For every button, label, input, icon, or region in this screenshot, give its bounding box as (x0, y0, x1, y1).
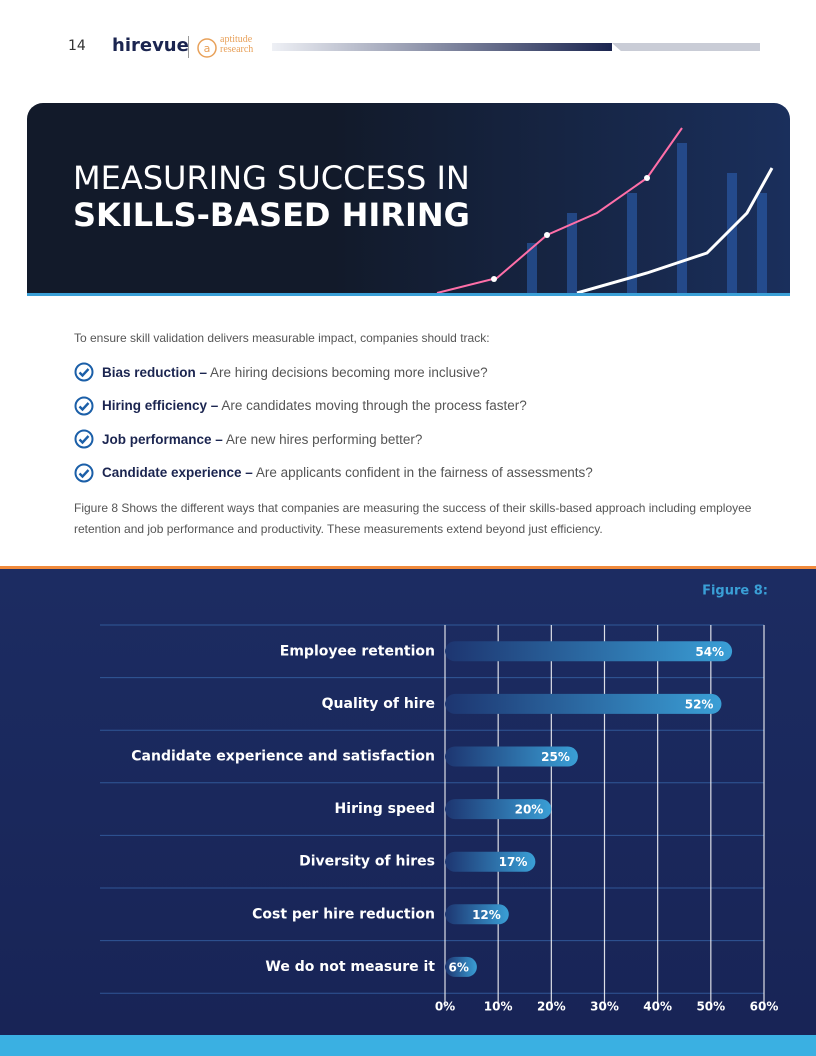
bar (445, 904, 509, 925)
header-bar (272, 43, 612, 51)
category-label: Employee retention (280, 643, 435, 659)
value-label: 6% (449, 960, 469, 974)
figure-top-line (0, 566, 816, 569)
bullet: Candidate experience – Are applicants co… (74, 463, 593, 483)
value-label: 17% (499, 855, 528, 869)
value-label: 12% (472, 908, 501, 922)
bullet-desc: Are applicants confident in the fairness… (255, 465, 593, 480)
bullet: Job performance – Are new hires performi… (74, 429, 422, 449)
bar (445, 851, 536, 872)
figure-label: Figure 8: (702, 584, 768, 599)
bullet-term: Candidate experience – (102, 465, 253, 480)
bullet-desc: Are hiring decisions becoming more inclu… (210, 364, 488, 380)
bullet-term: Hiring efficiency – (102, 398, 219, 413)
footer-band (0, 1035, 816, 1056)
hero: MEASURING SUCCESS IN SKILLS-BASED HIRING (27, 103, 790, 296)
page-number: 14 (68, 38, 86, 54)
bullet: Hiring efficiency – Are candidates movin… (74, 396, 527, 416)
bar (445, 641, 733, 662)
value-label: 20% (515, 803, 544, 817)
bullet: Bias reduction – Are hiring decisions be… (74, 362, 488, 382)
x-tick-label: 50% (696, 1000, 725, 1014)
brand-logo: hirevue (112, 35, 189, 56)
value-label: 52% (685, 697, 714, 711)
paragraph: Figure 8 Shows the different ways that c… (74, 501, 752, 536)
bullet-text: Job performance – Are new hires performi… (102, 432, 422, 447)
bullet-text: Hiring efficiency – Are candidates movin… (102, 398, 527, 413)
bullet-text: Candidate experience – Are applicants co… (102, 465, 593, 480)
value-label: 54% (695, 645, 724, 659)
bullet-term: Job performance – (102, 431, 223, 447)
chart: Figure 8: 0% 10% 20% 30% 40% 50% 60% Employee r… (0, 569, 816, 1035)
x-tick-label: 40% (643, 1000, 672, 1014)
header-bar-light (612, 43, 760, 51)
check-icon (74, 362, 94, 382)
category-label: Diversity of hires (299, 854, 435, 870)
category-label: Cost per hire reduction (252, 906, 435, 922)
bullet-text: Bias reduction – Are hiring decisions be… (102, 365, 488, 380)
value-label: 25% (541, 750, 570, 764)
category-label: Hiring speed (335, 801, 435, 817)
bullet-desc: Are new hires performing better? (225, 431, 423, 447)
category-label: Quality of hire (322, 696, 435, 712)
intro: To ensure skill validation delivers meas… (74, 331, 490, 345)
bar (445, 956, 477, 977)
divider (188, 36, 189, 58)
x-tick-label: 60% (750, 1000, 779, 1014)
x-tick-label: 0% (435, 1000, 455, 1014)
partner-top: aptitude (220, 34, 253, 45)
hero-title-2: SKILLS-BASED HIRING (73, 196, 470, 234)
check-icon (74, 429, 94, 449)
hero-title-1: MEASURING SUCCESS IN (73, 159, 470, 197)
check-icon (74, 463, 94, 482)
bar (445, 746, 578, 767)
bullet-desc: Are candidates moving through the proces… (221, 398, 527, 413)
hero-art (436, 127, 774, 293)
x-tick-label: 20% (537, 1000, 566, 1014)
check-icon (74, 396, 94, 415)
bar (445, 799, 552, 820)
bar (445, 693, 722, 714)
x-tick-label: 30% (590, 1000, 619, 1014)
partner-bottom: research (220, 44, 254, 55)
category-label: Candidate experience and satisfaction (131, 749, 435, 765)
svg-text:a: a (204, 42, 211, 55)
partner-icon: a (197, 38, 217, 58)
x-tick-label: 10% (484, 1000, 513, 1014)
bullet-term: Bias reduction – (102, 364, 208, 380)
category-label: We do not measure it (265, 959, 435, 975)
partner-logo: aptitude research (220, 35, 253, 55)
